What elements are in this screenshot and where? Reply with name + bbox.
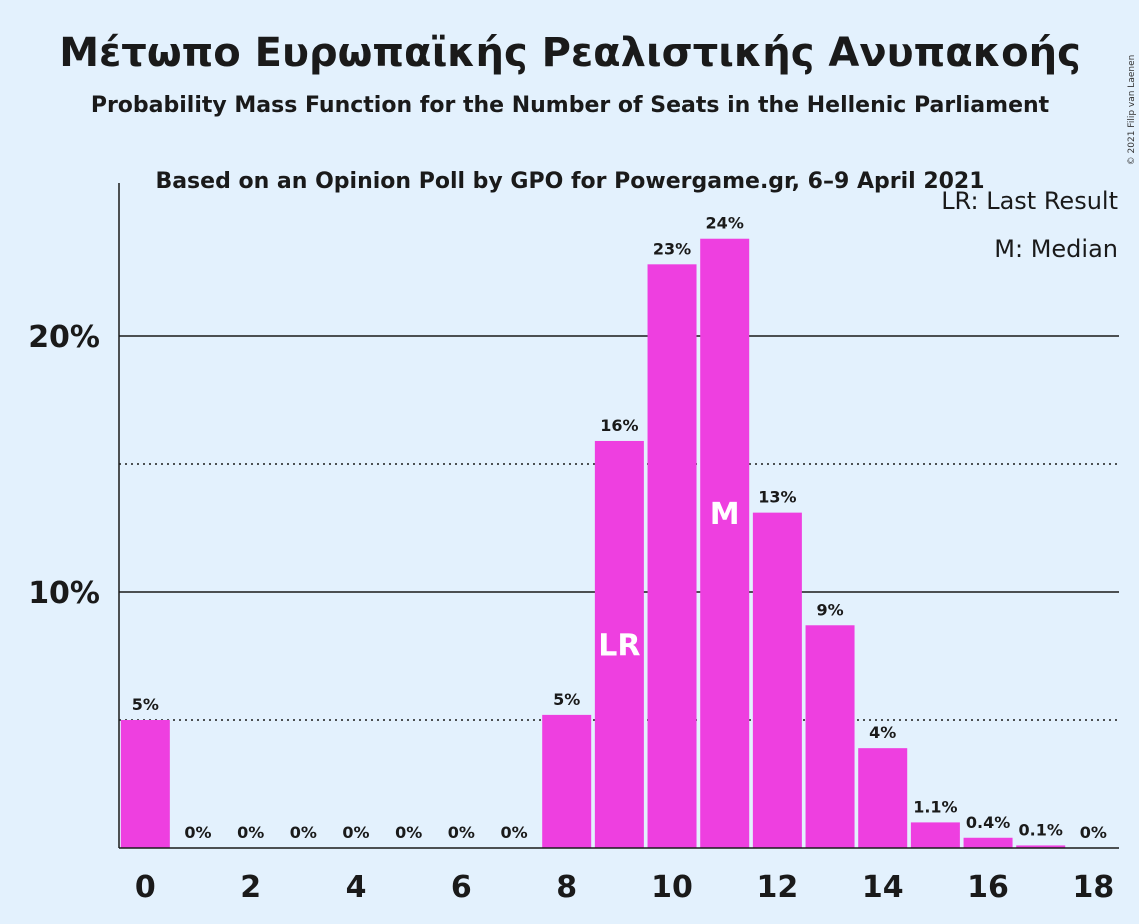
bar-label-1: 0% [184,823,211,842]
marker-m: M [710,497,740,532]
x-tick-label: 8 [556,870,577,905]
bar-label-16: 0.4% [966,813,1010,832]
x-tick-label: 18 [1073,870,1115,905]
axes: 0 2 4 6 8 10 12 14 16 18 [118,183,1119,905]
bar-label-14: 4% [869,723,896,742]
marker-lr: LR [598,628,640,663]
bar-label-2: 0% [237,823,264,842]
bar-label-7: 0% [500,823,527,842]
bar-label-4: 0% [342,823,369,842]
bar-label-8: 5% [553,690,580,709]
bars: 5% 0% 0% 0% 0% 0% 0% 0% 5% 16% 23% 24% 13% 9% 4% 1.1% 0.… [120,214,1107,849]
bar-17 [1016,845,1066,848]
bar-label-18: 0% [1080,823,1107,842]
bar-label-9: 16% [600,416,638,435]
bar-15 [910,822,960,848]
x-tick-label: 12 [757,870,799,905]
x-tick-label: 10 [651,870,693,905]
bar-16 [963,837,1013,848]
bar-0 [120,720,170,848]
x-tick-label: 2 [240,870,261,905]
chart-title: Μέτωπο Ευρωπαϊκής Ρεαλιστικής Ανυπακοής [59,30,1081,76]
x-tick-label: 4 [346,870,367,905]
bar-label-0: 5% [132,695,159,714]
x-tick-label: 14 [862,870,904,905]
bar-label-3: 0% [290,823,317,842]
bar-11 [700,238,750,849]
bar-label-6: 0% [448,823,475,842]
legend-median: M: Median [994,235,1118,263]
y-tick-label: 20% [28,320,100,355]
chart-subtitle-source: Based on an Opinion Poll by GPO for Powe… [155,169,984,194]
legend-last-result: LR: Last Result [941,187,1118,215]
bar-10 [647,264,697,848]
bar-14 [858,748,908,848]
bar-9 [594,440,644,848]
chart-subtitle: Probability Mass Function for the Number… [91,93,1050,118]
x-tick-label: 16 [967,870,1009,905]
bar-label-11: 24% [706,214,744,233]
y-tick-label: 10% [28,576,100,611]
bar-12 [752,512,802,848]
bar-label-17: 0.1% [1019,820,1063,839]
bar-8 [542,714,592,848]
bar-label-15: 1.1% [913,797,957,816]
bar-label-10: 23% [653,239,691,258]
x-tick-label: 6 [451,870,472,905]
copyright-note: © 2021 Filip van Laenen [1127,55,1137,166]
bar-label-12: 13% [758,488,796,507]
bar-label-5: 0% [395,823,422,842]
x-tick-label: 0 [135,870,156,905]
bar-label-13: 9% [816,600,843,619]
bar-13 [805,625,855,848]
gridlines: 10% 20% [28,320,1119,721]
